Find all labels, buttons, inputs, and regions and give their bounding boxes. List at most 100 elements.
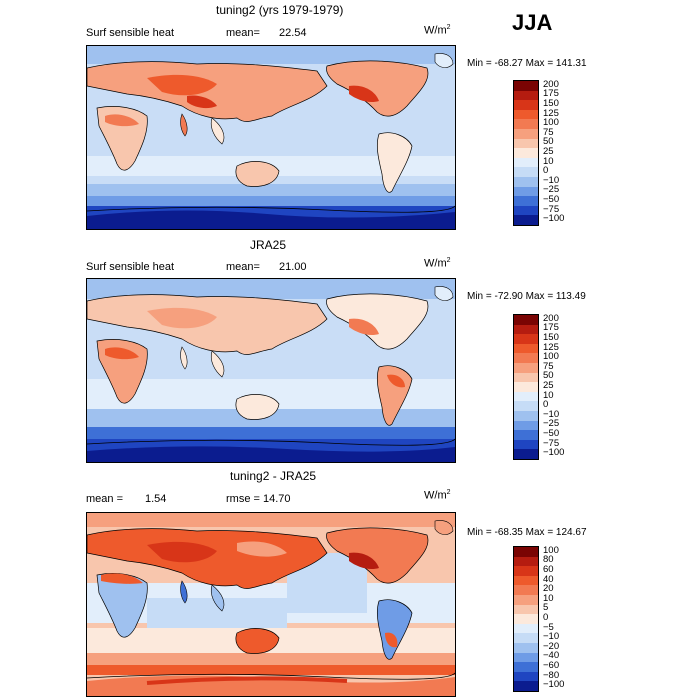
colorbar-label: 75: [543, 360, 554, 372]
colorbar-label: 100: [543, 351, 559, 363]
panel1-left-label: Surf sensible heat: [86, 27, 175, 39]
colorbar-swatch: [514, 343, 538, 354]
panel3-rmse: rmse = 14.70: [226, 493, 291, 505]
panel3-units: W/m2: [424, 489, 451, 502]
colorbar-label: −10: [543, 631, 560, 643]
colorbar-swatch: [514, 315, 538, 325]
colorbar-label: 50: [543, 136, 554, 148]
colorbar-swatch: [514, 420, 538, 431]
panel2-colorbar: 200 175 150 125 100 75 50 25 10 0 −10 −25 −50 −75 −100: [513, 312, 603, 460]
colorbar-swatch: [514, 566, 538, 576]
colorbar-label: 150: [543, 332, 559, 343]
colorbar-label: 10: [543, 389, 554, 401]
colorbar-label: −50: [543, 194, 560, 205]
colorbar-label: 125: [543, 341, 559, 353]
colorbar-label: −100: [543, 213, 565, 225]
colorbar-swatch: [514, 334, 538, 344]
colorbar-label: −75: [543, 437, 560, 449]
panel1-map: [86, 45, 456, 230]
season-label: JJA: [512, 10, 553, 35]
colorbar-swatch: [514, 681, 538, 691]
panel2-units: W/m2: [424, 257, 451, 270]
colorbar-swatch: [514, 662, 538, 672]
colorbar-swatch: [514, 556, 538, 567]
colorbar-label: −40: [543, 650, 560, 662]
colorbar-swatch: [514, 575, 538, 586]
colorbar-swatch: [514, 353, 538, 363]
colorbar-swatch: [514, 604, 538, 615]
colorbar-label: 0: [543, 399, 549, 411]
colorbar-label: 10: [543, 592, 554, 604]
colorbar-label: −75: [543, 203, 560, 215]
colorbar-label: 0: [543, 612, 549, 623]
colorbar-swatch: [514, 109, 538, 120]
colorbar-swatch: [514, 81, 538, 91]
panel2-minmax: Min = -72.90 Max = 113.49: [467, 291, 586, 302]
colorbar-swatch: [514, 585, 538, 595]
colorbar-label: 200: [543, 312, 559, 324]
colorbar-swatch: [514, 411, 538, 421]
colorbar-label: 125: [543, 107, 559, 119]
colorbar-label: 20: [543, 583, 554, 595]
colorbar-label: 200: [543, 78, 559, 90]
panel3-mean-value: 1.54: [145, 493, 167, 505]
panel3-colorbar-swatches: [513, 546, 539, 692]
colorbar-label: −100: [543, 679, 565, 691]
colorbar-label: −100: [543, 447, 565, 459]
panel3-map: [86, 512, 456, 697]
colorbar-swatch: [514, 177, 538, 187]
colorbar-swatch: [514, 643, 538, 653]
panel1-minmax: Min = -68.27 Max = 141.31: [467, 58, 587, 69]
panel2-colorbar-swatches: [513, 314, 539, 460]
panel1-units: W/m2: [424, 24, 451, 37]
panel2-mean-value: 21.00: [279, 261, 307, 273]
panel1-colorbar-swatches: [513, 80, 539, 226]
colorbar-label: 75: [543, 126, 554, 138]
colorbar-label: −5: [543, 621, 554, 633]
colorbar-label: 60: [543, 564, 554, 575]
colorbar-label: −25: [543, 418, 560, 430]
panel1-colorbar: 200 175 150 125 100 75 50 25 10 0 −10 −25 −50 −75 −100: [513, 78, 603, 226]
colorbar-swatch: [514, 90, 538, 101]
colorbar-swatch: [514, 100, 538, 110]
colorbar-label: 80: [543, 554, 554, 566]
colorbar-swatch: [514, 196, 538, 206]
colorbar-swatch: [514, 652, 538, 663]
panel3-left-label: mean =: [86, 493, 123, 505]
colorbar-label: −10: [543, 408, 560, 420]
colorbar-label: −80: [543, 669, 560, 681]
colorbar-label: −10: [543, 174, 560, 186]
colorbar-swatch: [514, 157, 538, 168]
colorbar-swatch: [514, 633, 538, 643]
panel3-title: tuning2 - JRA25: [230, 469, 317, 483]
colorbar-label: −60: [543, 660, 560, 671]
panel1-mean-label: mean=: [226, 27, 260, 39]
colorbar-label: −50: [543, 428, 560, 439]
panel2-left-label: Surf sensible heat: [86, 261, 175, 273]
colorbar-label: 25: [543, 380, 554, 391]
colorbar-label: 100: [543, 117, 559, 129]
panel3-colorbar: 100 80 60 40 20 10 5 0 −5 −10 −20 −40 −60 −80 −100: [513, 545, 603, 692]
panel1-title: tuning2 (yrs 1979-1979): [216, 3, 344, 17]
colorbar-swatch: [514, 439, 538, 450]
panel2-mean-label: mean=: [226, 261, 260, 273]
colorbar-swatch: [514, 401, 538, 411]
colorbar-swatch: [514, 449, 538, 459]
colorbar-label: 5: [543, 602, 549, 614]
colorbar-swatch: [514, 372, 538, 383]
colorbar-label: 10: [543, 155, 554, 167]
colorbar-swatch: [514, 671, 538, 682]
colorbar-swatch: [514, 614, 538, 624]
colorbar-label: −25: [543, 184, 560, 196]
colorbar-swatch: [514, 119, 538, 129]
panel2-title: JRA25: [250, 238, 287, 252]
colorbar-swatch: [514, 324, 538, 335]
colorbar-label: 40: [543, 573, 554, 585]
colorbar-label: 25: [543, 146, 554, 157]
colorbar-swatch: [514, 363, 538, 373]
panel2-map: [86, 278, 456, 463]
colorbar-label: 0: [543, 165, 549, 177]
colorbar-swatch: [514, 186, 538, 197]
colorbar-label: −20: [543, 640, 560, 652]
colorbar-swatch: [514, 167, 538, 177]
